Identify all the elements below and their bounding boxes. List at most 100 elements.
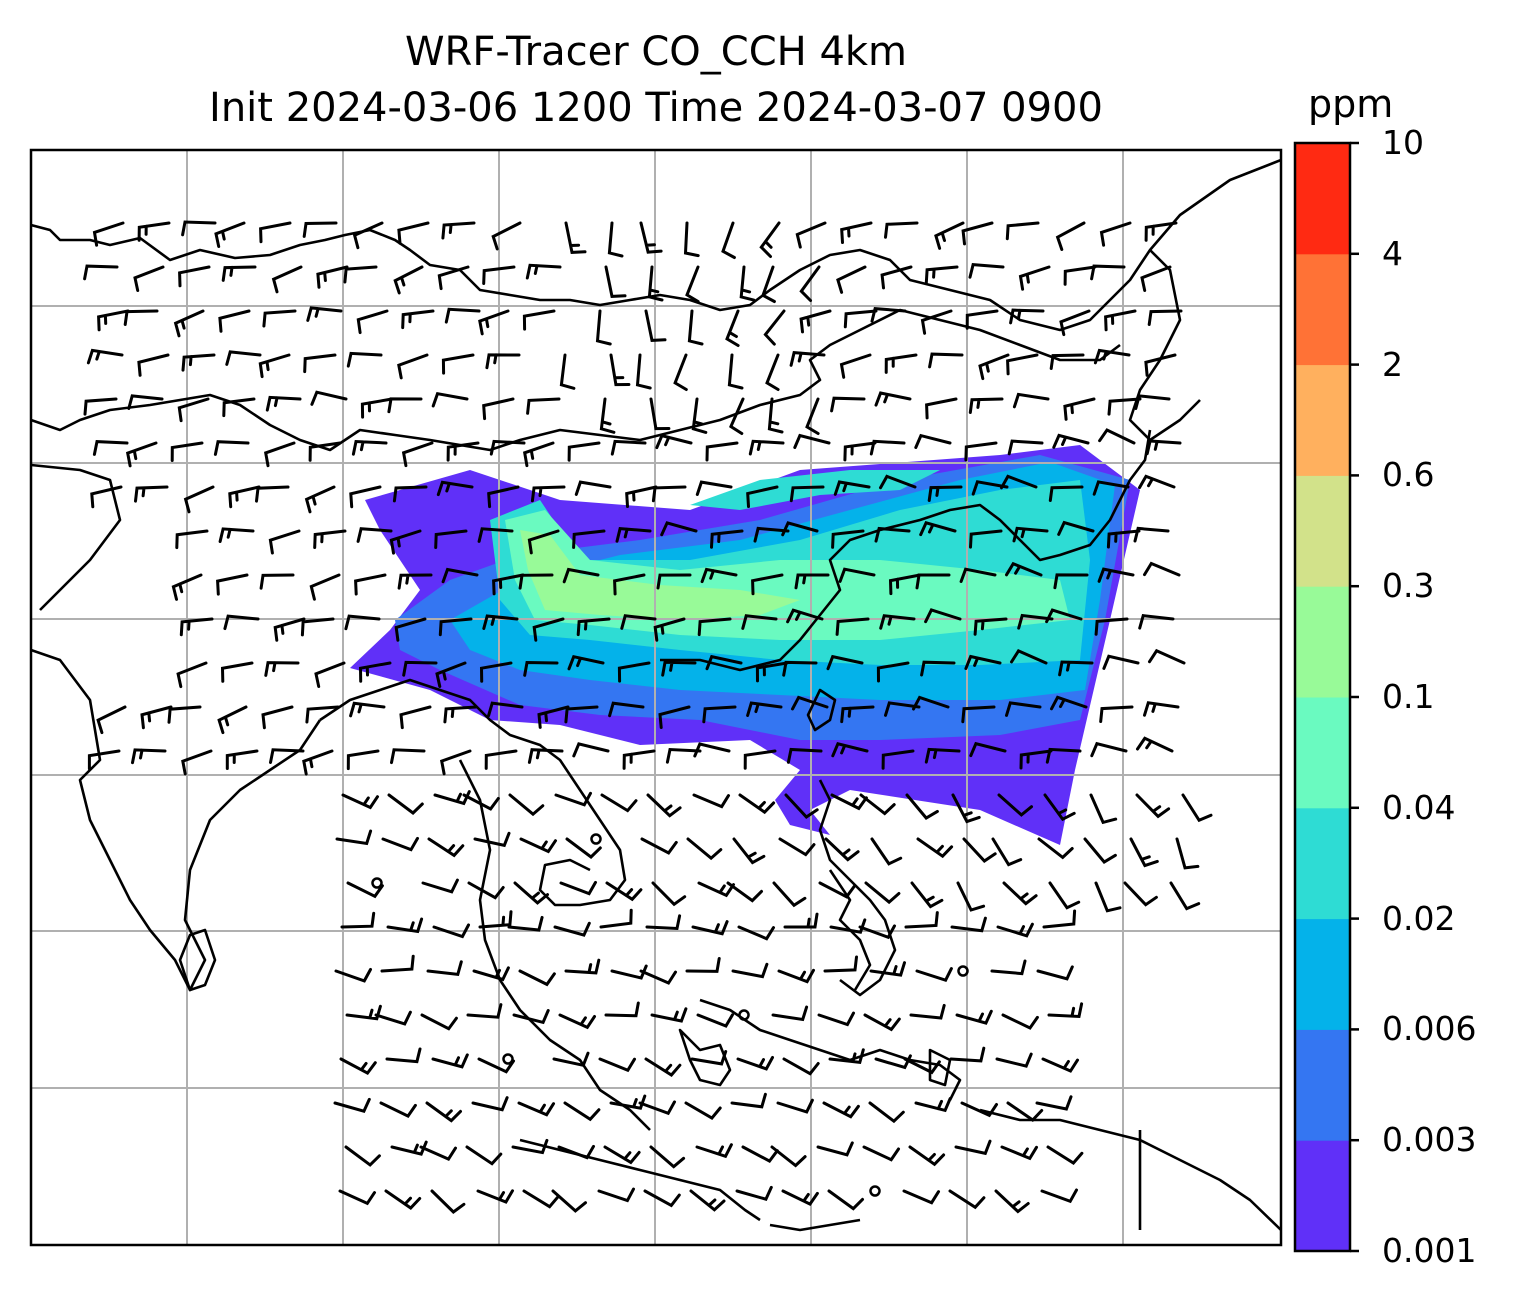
wind-barb	[686, 837, 723, 861]
wind-barb	[830, 396, 866, 413]
wind-barb	[738, 793, 776, 815]
wind-barb	[218, 309, 251, 333]
wind-barb	[902, 1189, 940, 1205]
wind-barb	[1147, 309, 1183, 326]
wind-barb	[302, 749, 334, 776]
colorbar-tick-label: 2	[1382, 344, 1403, 384]
wind-barb	[179, 617, 214, 637]
colorbar-band	[1295, 475, 1350, 587]
wind-barb	[1046, 1145, 1084, 1165]
wind-barb	[638, 1100, 676, 1116]
wind-barb	[523, 660, 559, 677]
wind-barb	[387, 793, 424, 815]
wind-barb	[223, 614, 260, 631]
wind-barb	[305, 705, 340, 724]
wind-barb	[687, 309, 704, 346]
wind-barb	[562, 567, 600, 584]
wind-barb	[181, 749, 213, 776]
wind-barb	[478, 910, 513, 929]
wind-barb	[441, 567, 479, 584]
wind-barb	[1138, 613, 1175, 630]
wind-barb	[656, 573, 692, 590]
wind-barb	[683, 221, 700, 258]
wind-barb	[732, 837, 766, 865]
wind-barb	[92, 221, 125, 247]
wind-barb	[557, 1144, 595, 1160]
wind-barb	[920, 660, 956, 677]
wind-barb	[522, 309, 556, 331]
wind-barb	[552, 1051, 590, 1068]
wind-barb	[1005, 701, 1042, 717]
wind-barb	[695, 1143, 733, 1159]
wind-barb	[96, 705, 127, 735]
colorbar-tick-label: 0.1	[1382, 677, 1435, 716]
wind-barb	[134, 485, 169, 503]
wind-barb	[1133, 526, 1170, 543]
wind-barb	[650, 1007, 688, 1023]
wind-barb	[879, 474, 917, 490]
wind-barb	[177, 397, 210, 423]
wind-barb	[97, 309, 130, 332]
wind-barb	[763, 309, 786, 346]
wind-barb	[316, 265, 349, 289]
wind-barb	[471, 1096, 509, 1112]
wind-barb	[912, 695, 950, 711]
wind-barb	[776, 1098, 814, 1114]
wind-barb	[600, 793, 638, 813]
colorbar-tick-label: 0.006	[1382, 1009, 1477, 1049]
wind-barb	[345, 1004, 382, 1021]
wind-barb	[379, 1101, 417, 1119]
wind-barb	[1107, 397, 1142, 416]
wind-barb	[314, 661, 346, 688]
plume-streak	[690, 470, 940, 510]
wind-barb	[702, 705, 737, 724]
wind-barb	[1099, 705, 1134, 723]
wind-barb	[905, 793, 939, 820]
wind-barb	[705, 441, 739, 462]
wind-barb	[1055, 221, 1086, 251]
wind-barb	[390, 748, 426, 765]
wind-barb	[741, 614, 778, 630]
wind-barb	[651, 485, 687, 503]
tracer-plume	[350, 445, 1140, 845]
chart-subtitle: Init 2024-03-06 1200 Time 2024-03-07 090…	[209, 85, 1103, 131]
wind-barb	[964, 441, 998, 462]
wind-barb	[518, 573, 554, 590]
wind-barb	[181, 220, 217, 237]
wind-barb	[175, 529, 209, 550]
wind-barb	[655, 433, 693, 450]
wind-barb	[639, 969, 677, 985]
wind-barb	[829, 918, 867, 934]
wind-barb	[817, 1011, 855, 1027]
wind-barb	[959, 567, 997, 583]
wind-barb	[1098, 428, 1136, 445]
wind-barb	[599, 908, 633, 929]
wind-barb	[924, 608, 962, 624]
calm-wind-marker	[502, 1053, 514, 1065]
wind-barb	[1045, 747, 1082, 764]
wind-barb	[433, 790, 471, 806]
wind-barb	[649, 1145, 686, 1169]
wind-barb	[753, 526, 790, 543]
wind-barb	[214, 221, 246, 248]
calm-wind-marker	[371, 877, 383, 889]
wind-barb	[635, 353, 652, 390]
wind-barb	[397, 353, 429, 380]
wind-barb	[522, 1189, 560, 1209]
wind-barb	[1019, 749, 1053, 770]
wind-barb	[643, 1189, 681, 1208]
wind-barb	[426, 960, 463, 977]
wind-barbs	[83, 220, 1213, 1214]
wind-barb	[868, 1101, 905, 1124]
wind-barb	[647, 265, 664, 302]
wind-barb	[691, 397, 708, 434]
wind-barb	[1129, 837, 1159, 868]
colorbar-tick-label: 0.02	[1382, 898, 1456, 938]
wind-barb	[1012, 526, 1049, 543]
wind-barb	[777, 968, 815, 984]
wind-barb	[864, 881, 901, 905]
wind-barb	[700, 567, 738, 584]
wind-barb	[924, 747, 961, 764]
colorbar-band	[1295, 143, 1350, 255]
